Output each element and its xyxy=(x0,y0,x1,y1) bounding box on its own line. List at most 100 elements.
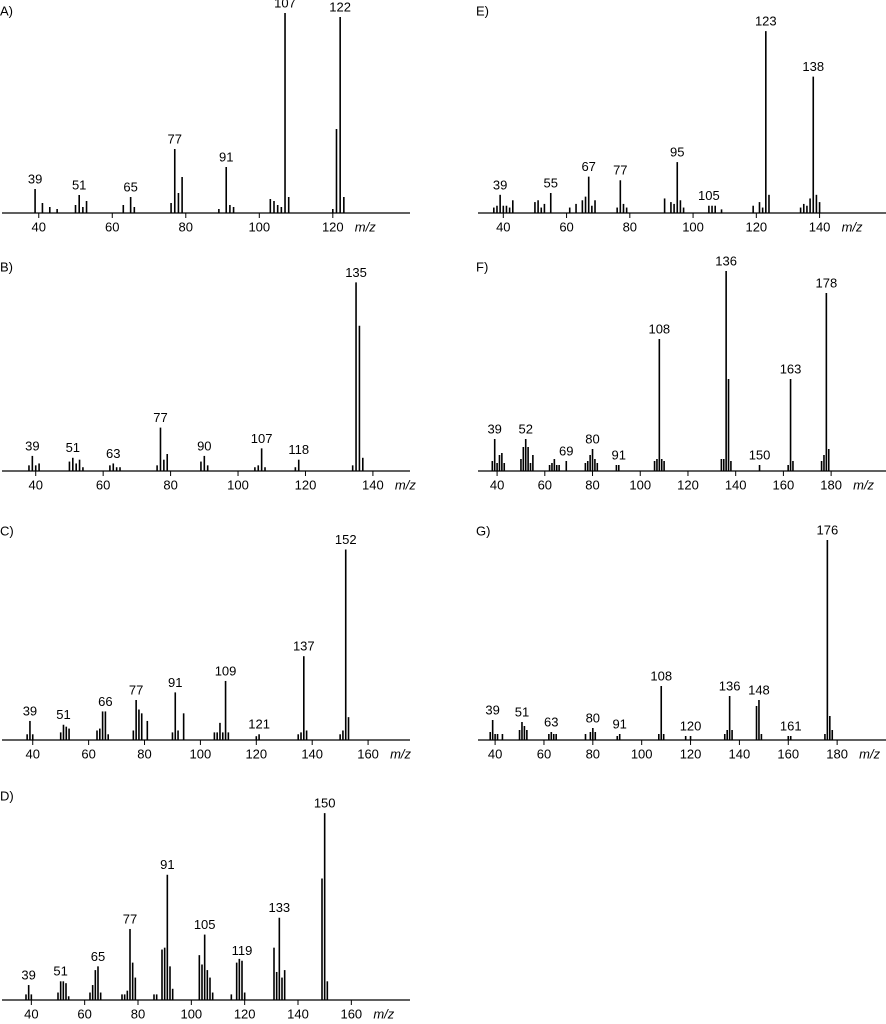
x-tick-label: 140 xyxy=(287,1006,309,1021)
peak-label: 137 xyxy=(293,639,315,654)
x-tick-label: 60 xyxy=(77,1006,91,1021)
x-tick-label: 180 xyxy=(820,477,842,492)
peak-label: 136 xyxy=(719,678,741,693)
peak-label: 51 xyxy=(515,704,529,719)
peak-label: 39 xyxy=(25,438,39,453)
peak-label: 65 xyxy=(123,179,137,194)
peak-label: 135 xyxy=(345,265,367,280)
panel-label: F) xyxy=(476,259,488,274)
peak-label: 55 xyxy=(544,175,558,190)
panel-label: E) xyxy=(476,3,489,18)
x-axis-label: m/z xyxy=(853,477,874,492)
x-tick-label: 80 xyxy=(137,746,151,761)
peak-label: 109 xyxy=(215,663,237,678)
x-axis-label: m/z xyxy=(355,219,376,234)
spectrum-panel: B) 40 60 80 100 120 140 m/z 39 51 63 77 90 107 118 135 xyxy=(0,259,416,492)
peak-label: 150 xyxy=(749,447,771,462)
panel-label: C) xyxy=(0,523,14,538)
x-tick-label: 60 xyxy=(105,219,119,234)
peak-label: 122 xyxy=(329,0,351,14)
x-tick-label: 60 xyxy=(559,219,573,234)
x-tick-label: 60 xyxy=(537,746,551,761)
peak-label: 39 xyxy=(493,177,507,192)
x-tick-label: 80 xyxy=(131,1006,145,1021)
spectrum-panel: F) 40 60 80 100 120 140 160 180 m/z 39 52 69 80 91 108 1… xyxy=(476,253,886,492)
panel-label: A) xyxy=(0,3,13,18)
peak-label: 52 xyxy=(518,421,532,436)
peak-label: 138 xyxy=(802,59,824,74)
x-tick-label: 140 xyxy=(301,746,323,761)
x-tick-label: 40 xyxy=(26,746,40,761)
x-tick-label: 100 xyxy=(227,477,249,492)
peak-label: 65 xyxy=(91,949,105,964)
x-axis-label: m/z xyxy=(859,746,880,761)
x-tick-label: 160 xyxy=(357,746,379,761)
peak-label: 120 xyxy=(680,718,702,733)
x-tick-label: 120 xyxy=(677,477,699,492)
peak-label: 91 xyxy=(219,149,233,164)
x-tick-label: 120 xyxy=(295,477,317,492)
peak-label: 119 xyxy=(232,943,253,958)
peak-label: 91 xyxy=(612,716,626,731)
x-tick-label: 40 xyxy=(28,477,42,492)
peak-label: 91 xyxy=(160,857,174,872)
peak-label: 77 xyxy=(123,911,137,926)
x-tick-label: 100 xyxy=(248,219,270,234)
peak-label: 152 xyxy=(335,532,357,547)
peak-label: 178 xyxy=(815,275,837,290)
x-axis-label: m/z xyxy=(395,477,416,492)
x-tick-label: 40 xyxy=(32,219,46,234)
peak-label: 136 xyxy=(715,253,737,268)
x-axis-label: m/z xyxy=(373,1006,394,1021)
peak-label: 51 xyxy=(66,440,80,455)
x-tick-label: 60 xyxy=(96,477,110,492)
peak-label: 150 xyxy=(314,796,336,811)
peak-label: 148 xyxy=(748,682,770,697)
x-tick-label: 140 xyxy=(725,477,747,492)
x-axis-label: m/z xyxy=(390,746,411,761)
peak-label: 133 xyxy=(268,900,290,915)
panel-label: G) xyxy=(476,523,490,538)
x-tick-label: 80 xyxy=(623,219,637,234)
x-tick-label: 100 xyxy=(682,219,704,234)
peak-label: 39 xyxy=(485,702,499,717)
peak-label: 39 xyxy=(487,421,501,436)
peak-label: 176 xyxy=(817,522,839,537)
peak-label: 51 xyxy=(56,707,70,722)
x-tick-label: 40 xyxy=(490,477,504,492)
peak-label: 107 xyxy=(251,431,273,446)
peak-label: 63 xyxy=(106,446,120,461)
peak-label: 121 xyxy=(248,717,270,732)
spectrum-panel: D) 40 60 80 100 120 140 160 m/z 39 51 65 77 91 105 119 1… xyxy=(0,788,410,1021)
x-axis-label: m/z xyxy=(842,219,863,234)
panel-label: D) xyxy=(0,788,14,803)
x-tick-label: 120 xyxy=(745,219,767,234)
peak-label: 66 xyxy=(98,694,112,709)
peak-label: 77 xyxy=(129,682,143,697)
peak-label: 107 xyxy=(274,0,296,10)
x-tick-label: 100 xyxy=(631,746,653,761)
x-tick-label: 140 xyxy=(809,219,831,234)
x-tick-label: 80 xyxy=(179,219,193,234)
peak-label: 39 xyxy=(28,171,42,186)
peak-label: 67 xyxy=(581,159,595,174)
x-tick-label: 80 xyxy=(586,746,600,761)
peak-label: 108 xyxy=(650,668,672,683)
peak-label: 108 xyxy=(648,321,670,336)
x-tick-label: 140 xyxy=(362,477,384,492)
x-tick-label: 120 xyxy=(322,219,344,234)
peak-label: 105 xyxy=(698,188,720,203)
peak-label: 95 xyxy=(670,145,684,160)
x-tick-label: 160 xyxy=(777,746,799,761)
peak-label: 69 xyxy=(559,443,573,458)
x-tick-label: 160 xyxy=(773,477,795,492)
peak-label: 51 xyxy=(72,177,86,192)
peak-label: 123 xyxy=(755,14,777,29)
peak-label: 39 xyxy=(21,967,35,982)
peak-label: 80 xyxy=(585,431,599,446)
spectrum-panel: E) 40 60 80 100 120 140 m/z 39 55 67 77 95 105 123 138 xyxy=(476,3,886,234)
x-tick-label: 100 xyxy=(180,1006,202,1021)
peak-label: 118 xyxy=(288,442,309,457)
x-tick-label: 120 xyxy=(680,746,702,761)
